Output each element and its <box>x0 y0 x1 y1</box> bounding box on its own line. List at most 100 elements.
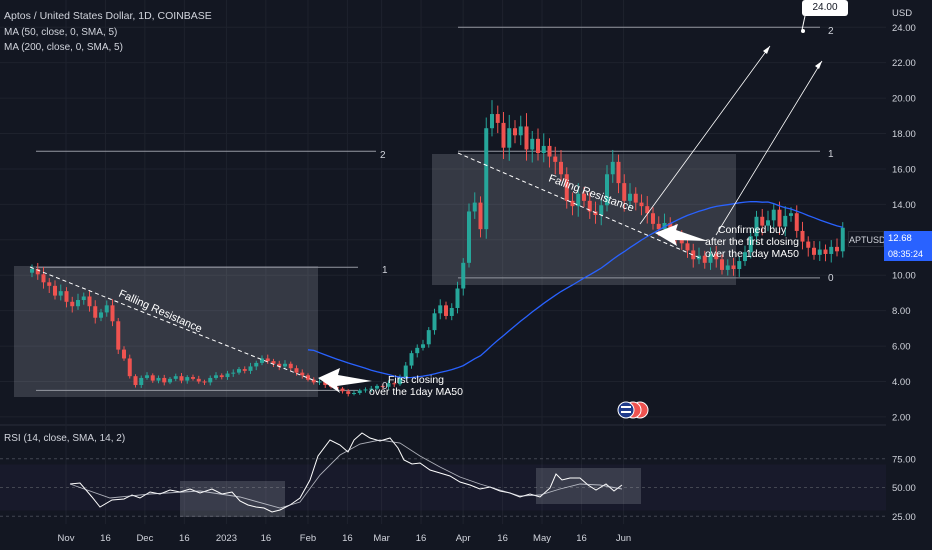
rsi-axis[interactable]: 25.00 50.00 75.00 <box>892 454 916 523</box>
candle-body <box>196 378 201 382</box>
flag-icon[interactable] <box>617 401 649 419</box>
price-tick-label: 18.00 <box>892 129 916 140</box>
time-tick-label: 16 <box>576 533 587 544</box>
candle-body <box>340 388 345 392</box>
ma50-legend[interactable]: MA (50, close, 0, SMA, 5) <box>4 27 118 38</box>
time-tick-label: 16 <box>179 533 190 544</box>
candle-body <box>754 216 759 237</box>
projection-arrow-2-head <box>815 61 822 69</box>
confirmed-buy-label-3: over the 1day MA50 <box>705 248 799 260</box>
candle-body <box>283 363 287 367</box>
fib-right-1-label: 1 <box>828 149 834 160</box>
rsi-tick-label: 75.00 <box>892 454 916 465</box>
confirmed-buy-arrow <box>655 224 708 246</box>
currency-label: USD <box>892 8 913 19</box>
rsi-grid <box>0 458 886 517</box>
candle-body <box>536 138 540 154</box>
projection-arrow-1 <box>639 45 771 225</box>
candle-body <box>783 215 788 227</box>
candle-body <box>87 296 92 307</box>
candle-body <box>691 250 696 260</box>
ma200-legend[interactable]: MA (200, close, 0, SMA, 5) <box>4 42 123 53</box>
falling-resistance-right-line <box>457 152 701 259</box>
candle-body <box>133 376 138 386</box>
rsi-legend[interactable]: RSI (14, close, SMA, 14, 2) <box>4 433 126 444</box>
candle-body <box>306 375 310 380</box>
fib-right-2-label: 2 <box>828 26 834 37</box>
time-tick-label: Apr <box>456 533 471 544</box>
candle-body <box>64 291 69 302</box>
candle-body <box>610 161 615 175</box>
candle-body <box>748 236 753 253</box>
candle-body <box>817 249 822 255</box>
candle-body <box>766 220 770 226</box>
candle-body <box>369 388 374 390</box>
rsi-tick-label: 50.00 <box>892 483 916 494</box>
candle-body <box>185 377 190 381</box>
candle-body <box>208 377 213 383</box>
candle-body <box>150 375 155 381</box>
candle-body <box>294 368 299 373</box>
candle-body <box>823 249 828 254</box>
time-tick-label: 16 <box>100 533 111 544</box>
candle-body <box>426 330 431 345</box>
candle-body <box>587 200 592 212</box>
first-closing-label-2: over the 1day MA50 <box>369 386 463 398</box>
candle-body <box>288 363 293 369</box>
fib-left-0-label: 0 <box>382 381 388 392</box>
candle-body <box>524 126 529 150</box>
candle-body <box>478 202 483 230</box>
candle-body <box>582 193 586 201</box>
candle-body <box>380 385 385 387</box>
price-axis[interactable]: 2.004.006.008.0010.0012.0014.0016.0018.0… <box>886 0 932 550</box>
candle-body <box>777 209 782 227</box>
candle-body <box>357 390 362 394</box>
candle-body <box>30 269 34 273</box>
candle-body <box>628 193 632 201</box>
candle-body <box>421 344 425 348</box>
candle-body <box>593 211 598 215</box>
candle-body <box>432 313 437 331</box>
first-closing-label-1: First closing <box>388 374 444 386</box>
candle-body <box>599 205 604 215</box>
candle-body <box>300 372 305 376</box>
candle-body <box>139 377 144 386</box>
candle-body <box>219 375 224 378</box>
candle-body <box>495 114 500 123</box>
candle-body <box>720 259 724 270</box>
candle-body <box>265 358 270 362</box>
price-axis-bg <box>886 0 932 550</box>
time-tick-label: 16 <box>342 533 353 544</box>
candle-body <box>513 128 517 136</box>
candle-body <box>553 156 558 162</box>
candle-body <box>737 261 742 270</box>
candle-body <box>530 138 535 150</box>
candle-body <box>99 312 103 318</box>
candle-body <box>840 227 845 252</box>
confirmed-buy-label-1: Confirmed buy <box>718 224 787 236</box>
candle-body <box>656 223 661 230</box>
fib-levels <box>36 26 820 391</box>
symbol-title[interactable]: Aptos / United States Dollar, 1D, COINBA… <box>4 10 212 22</box>
candle-body <box>570 200 575 207</box>
candle-body <box>277 363 282 367</box>
price-tag-value: 12.68 <box>884 231 932 247</box>
price-tick-label: 24.00 <box>892 23 916 34</box>
candle-body <box>202 381 207 383</box>
rsi-line <box>69 432 623 513</box>
candle-body <box>41 274 46 283</box>
candle-body <box>622 183 627 201</box>
candle-body <box>104 305 109 313</box>
candle-body <box>835 246 839 252</box>
rsi-tick-label: 25.00 <box>892 512 916 523</box>
candle-body <box>829 246 834 254</box>
time-axis[interactable]: Nov 16 Dec 16 2023 16 Feb 16 Mar 16 Apr 16 May 16 Jun <box>58 533 632 544</box>
candle-body <box>714 253 719 260</box>
rsi-box-left <box>180 481 285 517</box>
ma50-series <box>307 200 843 379</box>
candle-body <box>323 381 328 386</box>
candle-body <box>702 255 707 263</box>
candle-body <box>806 241 811 248</box>
candle-body <box>771 209 776 221</box>
